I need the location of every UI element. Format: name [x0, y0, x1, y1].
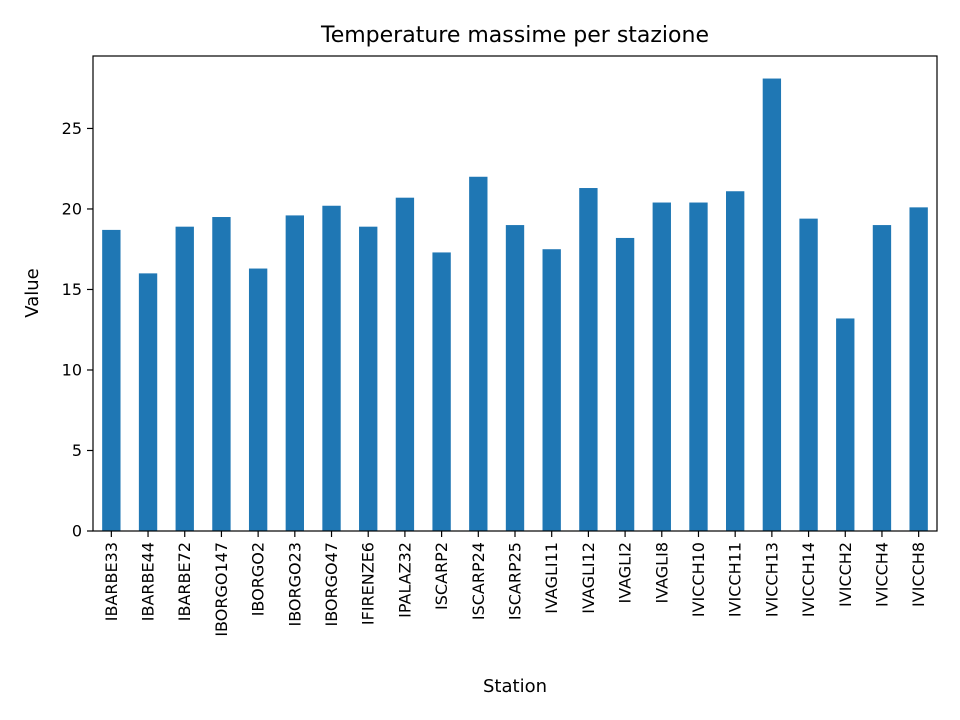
bar-ivagli8 [652, 202, 671, 531]
bar-iborgo147 [212, 217, 231, 531]
x-tick-label: IVAGLI2 [616, 542, 635, 604]
y-tick-label: 0 [72, 522, 82, 541]
x-tick-label: IBARBE33 [102, 542, 121, 621]
bar-ivicch14 [799, 218, 818, 531]
bar-iborgo2 [248, 268, 268, 531]
x-tick-label: IVICCH4 [872, 542, 891, 607]
x-tick-label: IBARBE44 [139, 542, 158, 621]
y-tick-label: 15 [62, 280, 82, 299]
x-tick-label: IVAGLI11 [542, 542, 561, 614]
x-tick-label: IVICCH10 [689, 542, 708, 617]
x-axis-label: Station [483, 676, 547, 697]
bar-ibarbe44 [138, 273, 158, 531]
x-tick-label: IFIRENZE6 [359, 542, 378, 625]
x-tick-label: IBORGO2 [249, 542, 268, 616]
y-tick-label: 10 [62, 360, 82, 379]
bars-group [102, 78, 928, 532]
x-tick-label: IBORGO47 [322, 542, 341, 626]
plot-frame [92, 55, 938, 532]
x-tick-label: IVICCH8 [909, 542, 928, 607]
bar-ivicch2 [836, 318, 855, 531]
y-axis: 0 5 10 15 20 25 [62, 119, 93, 541]
x-tick-label: IVAGLI12 [579, 542, 598, 614]
bar-ipalaz32 [395, 197, 415, 531]
x-tick-label: IVICCH2 [836, 542, 855, 607]
bar-iborgo47 [322, 205, 341, 531]
x-tick-label: IVAGLI8 [652, 542, 671, 604]
x-tick-label: IVICCH11 [726, 542, 745, 617]
x-tick-label: IBARBE72 [175, 542, 194, 621]
bar-ivagli2 [615, 237, 635, 531]
bar-iscarp24 [469, 176, 488, 531]
bar-ivicch10 [689, 202, 708, 531]
bar-ivicch8 [909, 207, 928, 532]
bar-iscarp2 [432, 252, 451, 531]
x-tick-label: IBORGO147 [212, 542, 231, 637]
y-axis-label: Value [22, 268, 43, 317]
y-tick-label: 20 [62, 199, 82, 218]
x-tick-label: IBORGO23 [285, 542, 304, 626]
bar-ifirenze6 [359, 226, 378, 531]
bar-iborgo23 [285, 215, 304, 531]
bar-ivagli12 [579, 188, 598, 531]
x-tick-label: IVICCH14 [799, 542, 818, 617]
y-tick-label: 25 [62, 119, 82, 138]
x-axis: IBARBE33 IBARBE44 IBARBE72 IBORGO147 IBORGO2… [102, 531, 928, 637]
bar-ibarbe33 [102, 229, 121, 531]
chart-title: Temperature massime per stazione [320, 23, 709, 48]
bar-ivagli11 [542, 249, 561, 531]
y-tick-label: 5 [72, 441, 82, 460]
x-tick-label: ISCARP25 [506, 542, 525, 620]
bar-ivicch13 [762, 78, 782, 531]
bar-ibarbe72 [175, 226, 194, 531]
x-tick-label: IPALAZ32 [395, 542, 414, 618]
bar-ivicch4 [872, 225, 892, 531]
bar-ivicch11 [726, 191, 745, 531]
x-tick-label: ISCARP24 [469, 542, 488, 620]
bar-iscarp25 [505, 225, 525, 531]
x-tick-label: ISCARP2 [432, 542, 451, 610]
x-tick-label: IVICCH13 [762, 542, 781, 617]
